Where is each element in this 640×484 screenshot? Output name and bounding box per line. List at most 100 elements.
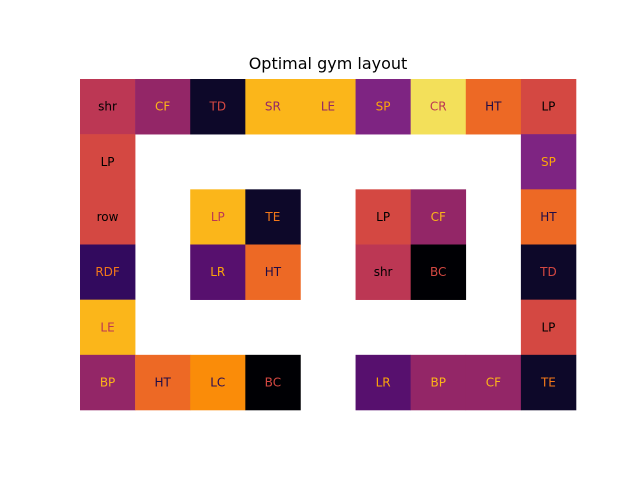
heatmap-cell-rect bbox=[410, 79, 467, 135]
heatmap-cell-label: LP bbox=[541, 100, 555, 114]
heatmap-cell-label: LP bbox=[211, 210, 225, 224]
heatmap-cell-rect bbox=[520, 134, 577, 190]
heatmap-cell-rect bbox=[245, 79, 301, 135]
heatmap-cell-label: BP bbox=[430, 375, 445, 389]
heatmap-cell-5-7: CF bbox=[465, 354, 522, 411]
heatmap-cell-rect bbox=[135, 79, 191, 135]
heatmap-cell-label: LP bbox=[376, 210, 390, 224]
heatmap-cell-label: HT bbox=[154, 375, 171, 389]
heatmap-cell-label: TE bbox=[264, 210, 280, 224]
heatmap-cell-label: SR bbox=[265, 100, 281, 114]
heatmap-cell-5-5: LR bbox=[355, 354, 411, 411]
heatmap-cell-3-8: TD bbox=[520, 244, 577, 300]
heatmap-cell-rect bbox=[80, 79, 136, 135]
heatmap-cell-4-8: LP bbox=[520, 299, 577, 356]
heatmap-cell-rect bbox=[80, 244, 136, 300]
heatmap-cell-label: BP bbox=[100, 375, 115, 389]
heatmap-cell-label: HT bbox=[485, 100, 502, 114]
heatmap-cell-2-2: LP bbox=[190, 189, 246, 245]
heatmap-cell-1-0: LP bbox=[80, 134, 136, 190]
heatmap-cell-rect bbox=[520, 189, 577, 245]
heatmap-cell-0-3: SR bbox=[245, 79, 301, 135]
heatmap-cell-3-2: LR bbox=[190, 244, 246, 300]
heatmap-cell-label: TD bbox=[208, 100, 226, 114]
heatmap-cell-rect bbox=[300, 79, 356, 135]
heatmap-cell-rect bbox=[245, 244, 301, 300]
heatmap-cell-0-8: LP bbox=[520, 79, 577, 135]
heatmap-cell-label: row bbox=[97, 210, 119, 224]
heatmap-cell-3-0: RDF bbox=[80, 244, 136, 300]
heatmap-cell-0-0: shr bbox=[80, 79, 136, 135]
heatmap-cell-label: TE bbox=[540, 375, 556, 389]
heatmap-cell-2-3: TE bbox=[245, 189, 301, 245]
heatmap-cell-rect bbox=[410, 244, 467, 300]
heatmap-cell-2-8: HT bbox=[520, 189, 577, 245]
heatmap-cell-label: CF bbox=[486, 375, 501, 389]
heatmap-cell-label: HT bbox=[265, 265, 282, 279]
heatmap-cell-label: CF bbox=[431, 210, 446, 224]
heatmap-cell-rect bbox=[190, 79, 246, 135]
heatmap-cell-5-3: BC bbox=[245, 354, 301, 411]
heatmap-cell-label: SP bbox=[376, 100, 391, 114]
heatmap-cell-rect bbox=[410, 354, 467, 411]
heatmap-cell-0-1: CF bbox=[135, 79, 191, 135]
heatmap-cell-label: LE bbox=[321, 100, 335, 114]
heatmap-cell-5-6: BP bbox=[410, 354, 467, 411]
heatmap-cell-rect bbox=[80, 189, 136, 245]
heatmap-cell-rect bbox=[190, 189, 246, 245]
heatmap-cell-2-5: LP bbox=[355, 189, 411, 245]
heatmap-cell-rect bbox=[355, 189, 411, 245]
heatmap-cell-rect bbox=[355, 79, 411, 135]
heatmap-cell-label: BC bbox=[265, 375, 281, 389]
heatmap-cell-label: HT bbox=[540, 210, 557, 224]
heatmap-cell-rect bbox=[355, 354, 411, 411]
heatmap-cell-5-1: HT bbox=[135, 354, 191, 411]
heatmap-cell-rect bbox=[520, 354, 577, 411]
heatmap-cell-2-6: CF bbox=[410, 189, 467, 245]
heatmap-cell-4-0: LE bbox=[80, 299, 136, 356]
heatmap-cell-0-4: LE bbox=[300, 79, 356, 135]
heatmap-cell-3-5: shr bbox=[355, 244, 411, 300]
heatmap-cell-label: RDF bbox=[95, 265, 120, 279]
heatmap-cell-rect bbox=[520, 79, 577, 135]
heatmap-cell-rect bbox=[80, 134, 136, 190]
heatmap-cell-label: LP bbox=[541, 320, 555, 334]
heatmap-cell-rect bbox=[80, 354, 136, 411]
heatmap-cell-label: BC bbox=[430, 265, 446, 279]
heatmap-cell-label: LR bbox=[210, 265, 225, 279]
heatmap-cell-rect bbox=[80, 299, 136, 356]
heatmap-cell-label: LC bbox=[210, 375, 225, 389]
heatmap-cell-0-2: TD bbox=[190, 79, 246, 135]
heatmap-cell-0-5: SP bbox=[355, 79, 411, 135]
heatmap-cell-rect bbox=[410, 189, 467, 245]
heatmap-cell-1-8: SP bbox=[520, 134, 577, 190]
heatmap-cell-rect bbox=[465, 354, 522, 411]
heatmap-cell-rect bbox=[135, 354, 191, 411]
heatmap-cell-rect bbox=[355, 244, 411, 300]
heatmap-cell-0-6: CR bbox=[410, 79, 467, 135]
heatmap-cell-label: SP bbox=[541, 155, 556, 169]
heatmap-cell-rect bbox=[520, 299, 577, 356]
heatmap-cell-label: shr bbox=[374, 265, 393, 279]
heatmap-cell-rect bbox=[465, 79, 522, 135]
heatmap-cell-rect bbox=[520, 244, 577, 300]
heatmap-cell-2-0: row bbox=[80, 189, 136, 245]
heatmap-cell-rect bbox=[190, 244, 246, 300]
heatmap-cell-0-7: HT bbox=[465, 79, 522, 135]
heatmap-cell-5-0: BP bbox=[80, 354, 136, 411]
heatmap-cell-label: CF bbox=[155, 100, 170, 114]
heatmap-cell-label: shr bbox=[98, 100, 117, 114]
heatmap-cell-label: LP bbox=[101, 155, 115, 169]
chart-title: Optimal gym layout bbox=[248, 54, 408, 73]
heatmap-cell-label: CR bbox=[430, 100, 447, 114]
heatmap-cell-rect bbox=[245, 189, 301, 245]
heatmap-cell-label: TD bbox=[539, 265, 557, 279]
heatmap-cell-5-8: TE bbox=[520, 354, 577, 411]
heatmap-cell-3-3: HT bbox=[245, 244, 301, 300]
heatmap-cell-5-2: LC bbox=[190, 354, 246, 411]
heatmap-cell-3-6: BC bbox=[410, 244, 467, 300]
heatmap-cell-label: LE bbox=[100, 320, 114, 334]
heatmap-cell-rect bbox=[245, 354, 301, 411]
